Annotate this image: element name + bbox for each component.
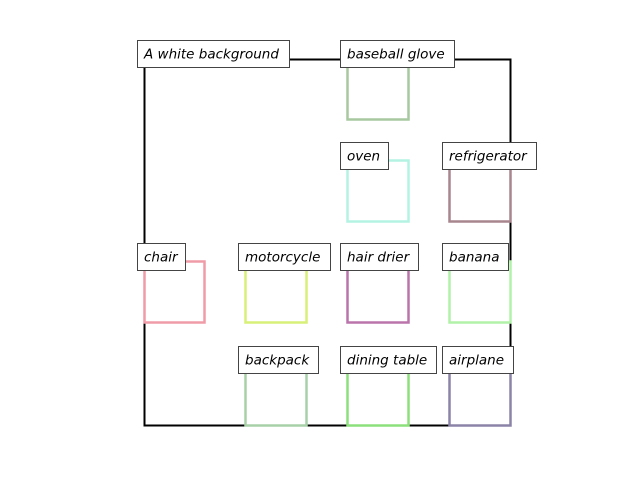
label-text: hair drier	[347, 250, 411, 266]
label-text: baseball glove	[347, 47, 445, 63]
label-text: motorcycle	[245, 250, 320, 266]
canvas-frame	[143, 58, 512, 427]
label-text: banana	[449, 250, 500, 266]
label-chair: chair	[137, 243, 186, 271]
label-refrigerator: refrigerator	[442, 142, 537, 170]
label-text: refrigerator	[449, 149, 528, 165]
label-text: oven	[347, 149, 380, 165]
label-oven: oven	[340, 142, 389, 170]
label-text: dining table	[347, 353, 427, 369]
label-background-caption: A white background	[137, 40, 290, 68]
box-baseball-glove	[346, 58, 410, 121]
label-text: chair	[144, 250, 179, 266]
label-backpack: backpack	[238, 346, 319, 374]
label-banana: banana	[442, 243, 509, 271]
background-caption-text: A white background	[143, 47, 279, 63]
label-text: airplane	[449, 353, 504, 369]
label-hair-drier: hair drier	[340, 243, 419, 271]
label-text: backpack	[245, 353, 310, 369]
label-motorcycle: motorcycle	[238, 243, 331, 271]
label-airplane: airplane	[442, 346, 514, 374]
labels: A white background baseball glove oven r…	[137, 40, 537, 374]
label-dining-table: dining table	[340, 346, 437, 374]
label-baseball-glove: baseball glove	[340, 40, 455, 68]
